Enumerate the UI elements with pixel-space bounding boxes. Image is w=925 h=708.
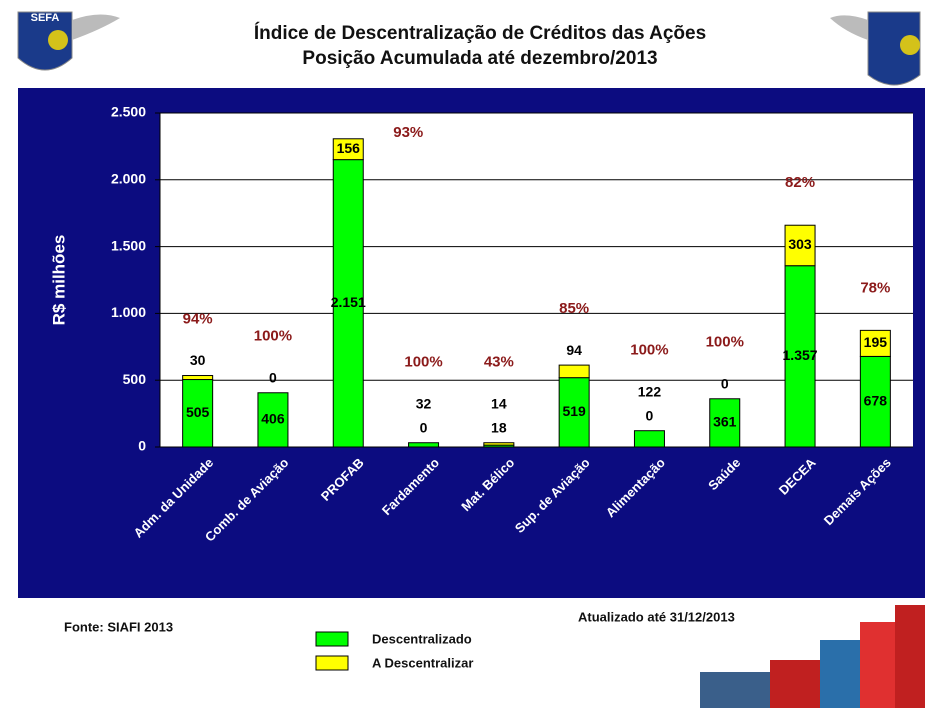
bar-segment xyxy=(559,365,589,378)
percent-label: 85% xyxy=(559,300,589,317)
bar-segment xyxy=(183,376,213,380)
bar-segment xyxy=(409,443,439,447)
value-label: 2.151 xyxy=(331,294,366,310)
percent-label: 100% xyxy=(254,328,292,345)
value-label: 0 xyxy=(420,419,428,435)
logo-emblem xyxy=(900,35,920,55)
legend-swatch xyxy=(316,632,348,646)
source-note: Fonte: SIAFI 2013 xyxy=(64,619,173,634)
value-label: 18 xyxy=(491,419,507,435)
value-label: 0 xyxy=(269,369,277,385)
chart-title: Índice de Descentralização de Créditos d… xyxy=(254,22,706,44)
y-tick-label: 2.500 xyxy=(111,104,146,120)
percent-label: 93% xyxy=(393,124,423,141)
deco-bar xyxy=(895,605,925,708)
value-label: 303 xyxy=(788,236,812,252)
value-label: 1.357 xyxy=(783,347,818,363)
value-label: 94 xyxy=(566,342,582,358)
legend-swatch xyxy=(316,656,348,670)
value-label: 519 xyxy=(562,403,586,419)
value-label: 0 xyxy=(721,375,729,391)
logo-emblem xyxy=(48,30,68,50)
y-tick-label: 0 xyxy=(138,438,146,454)
percent-label: 100% xyxy=(630,342,668,359)
percent-label: 100% xyxy=(706,334,744,351)
bar-segment xyxy=(634,431,664,447)
chart-subtitle: Posição Acumulada até dezembro/2013 xyxy=(302,48,657,69)
value-label: 0 xyxy=(646,407,654,423)
y-axis-label: R$ milhões xyxy=(49,235,68,326)
legend-label: A Descentralizar xyxy=(372,655,473,670)
bar-segment xyxy=(484,443,514,445)
percent-label: 78% xyxy=(860,279,890,296)
value-label: 30 xyxy=(190,352,206,368)
y-tick-label: 1.000 xyxy=(111,304,146,320)
value-label: 678 xyxy=(864,392,888,408)
value-label: 32 xyxy=(416,395,432,411)
logo-text: SEFA xyxy=(31,12,60,24)
percent-label: 82% xyxy=(785,174,815,191)
percent-label: 43% xyxy=(484,354,514,371)
slide: SEFA Índice de Descentralização de Crédi… xyxy=(0,0,925,708)
y-tick-label: 1.500 xyxy=(111,237,146,253)
y-tick-label: 2.000 xyxy=(111,171,146,187)
value-label: 406 xyxy=(261,411,285,427)
y-tick-label: 500 xyxy=(123,371,147,387)
value-label: 156 xyxy=(337,140,361,156)
percent-label: 94% xyxy=(183,310,213,327)
deco-bar xyxy=(860,622,900,708)
value-label: 505 xyxy=(186,404,210,420)
value-label: 361 xyxy=(713,414,737,430)
value-label: 122 xyxy=(638,383,662,399)
update-note: Atualizado até 31/12/2013 xyxy=(578,609,735,624)
percent-label: 100% xyxy=(404,354,442,371)
legend-label: Descentralizado xyxy=(372,631,472,646)
value-label: 195 xyxy=(864,334,888,350)
value-label: 14 xyxy=(491,395,507,411)
